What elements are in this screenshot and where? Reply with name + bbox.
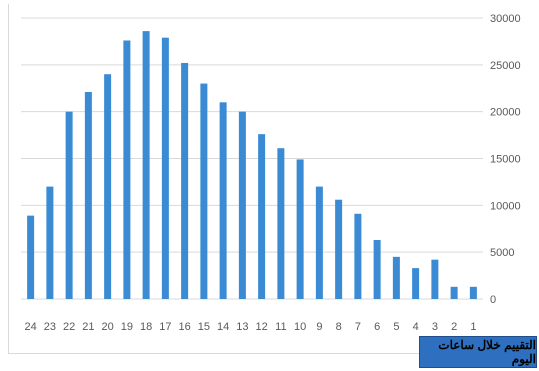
bar-3 bbox=[431, 259, 439, 299]
bar-12 bbox=[258, 134, 266, 299]
bar-17 bbox=[161, 37, 169, 300]
y-tick-label: 20000 bbox=[490, 107, 521, 119]
x-tick-label: 1 bbox=[470, 321, 476, 333]
x-tick-label: 21 bbox=[82, 321, 94, 333]
y-tick-label: 15000 bbox=[490, 154, 521, 166]
bar-14 bbox=[219, 102, 227, 299]
bar-24 bbox=[27, 215, 35, 299]
chart-frame: 0 5000 10000 15000 20000 25000 30000 24 23 22 21 2… bbox=[8, 4, 537, 354]
x-tick-label: 9 bbox=[316, 321, 322, 333]
x-tick-label: 6 bbox=[374, 321, 380, 333]
bar-10 bbox=[296, 159, 304, 299]
bar-7 bbox=[354, 213, 362, 299]
bar-15 bbox=[200, 83, 208, 299]
x-tick-label: 5 bbox=[393, 321, 399, 333]
y-tick-label: 25000 bbox=[490, 60, 521, 72]
x-tick-label: 14 bbox=[217, 321, 229, 333]
bar-21 bbox=[84, 91, 92, 299]
bar-18 bbox=[142, 31, 150, 299]
y-tick-label: 0 bbox=[490, 294, 496, 306]
bar-11 bbox=[277, 148, 285, 299]
bar-22 bbox=[65, 111, 73, 300]
y-axis-ticks: 0 5000 10000 15000 20000 25000 30000 bbox=[490, 13, 521, 306]
x-tick-label: 2 bbox=[451, 321, 457, 333]
x-axis-ticks: 24 23 22 21 20 19 18 17 16 15 14 13 12 11 10 9 8 7 6 5 4 3 2 1 bbox=[25, 321, 477, 333]
chart-title: التقييم خلال ساعات اليوم bbox=[419, 336, 537, 368]
x-tick-label: 22 bbox=[63, 321, 75, 333]
gridlines bbox=[21, 17, 483, 300]
x-tick-label: 7 bbox=[355, 321, 361, 333]
x-tick-label: 18 bbox=[140, 321, 152, 333]
bar-16 bbox=[181, 62, 189, 300]
bars bbox=[27, 31, 477, 300]
y-tick-label: 30000 bbox=[490, 13, 521, 25]
bar-23 bbox=[46, 186, 54, 299]
x-tick-label: 24 bbox=[25, 321, 37, 333]
x-tick-label: 19 bbox=[121, 321, 133, 333]
bar-6 bbox=[373, 239, 381, 299]
x-tick-label: 3 bbox=[432, 321, 438, 333]
bar-19 bbox=[123, 40, 131, 299]
bar-2 bbox=[450, 286, 458, 299]
x-tick-label: 11 bbox=[275, 321, 286, 333]
x-tick-label: 4 bbox=[413, 321, 419, 333]
x-tick-label: 17 bbox=[159, 321, 171, 333]
x-tick-label: 10 bbox=[294, 321, 306, 333]
x-tick-label: 12 bbox=[256, 321, 268, 333]
bar-4 bbox=[412, 268, 420, 299]
x-tick-label: 8 bbox=[336, 321, 342, 333]
x-tick-label: 13 bbox=[236, 321, 248, 333]
bar-8 bbox=[335, 199, 343, 299]
x-tick-label: 16 bbox=[179, 321, 191, 333]
x-tick-label: 15 bbox=[198, 321, 210, 333]
y-tick-label: 10000 bbox=[490, 200, 521, 212]
x-tick-label: 20 bbox=[102, 321, 114, 333]
bar-1 bbox=[469, 286, 477, 299]
bar-5 bbox=[392, 256, 400, 299]
y-tick-label: 5000 bbox=[490, 247, 514, 259]
bar-13 bbox=[238, 111, 246, 300]
bar-9 bbox=[315, 186, 323, 299]
bar-20 bbox=[104, 74, 112, 299]
x-tick-label: 23 bbox=[44, 321, 56, 333]
